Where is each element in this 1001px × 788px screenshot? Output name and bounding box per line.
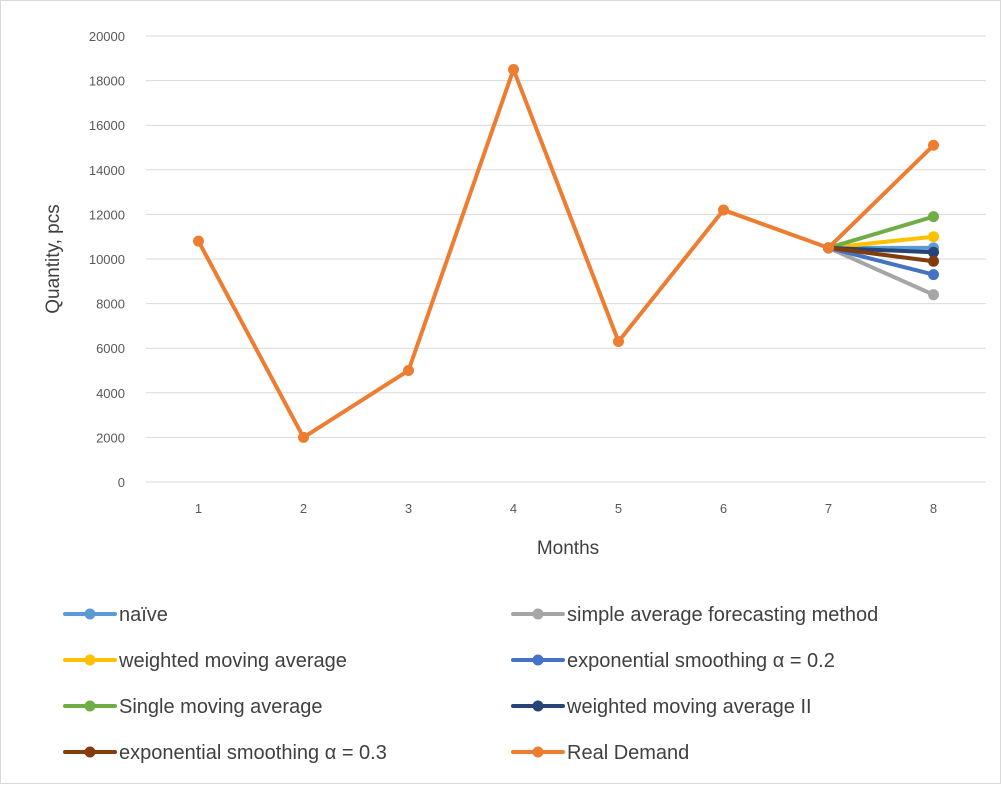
legend-label: weighted moving average II	[566, 696, 812, 718]
data-point	[928, 269, 939, 280]
data-point	[193, 236, 204, 247]
data-point	[403, 365, 414, 376]
x-tick-label: 5	[615, 501, 622, 516]
data-point	[928, 211, 939, 222]
legend: naïve simple average forecasting method we…	[65, 604, 878, 764]
x-axis-title: Months	[537, 538, 599, 559]
legend-swatch-marker	[533, 701, 544, 712]
x-tick-label: 4	[510, 501, 517, 516]
y-tick-label: 16000	[89, 118, 125, 133]
data-point	[298, 432, 309, 443]
legend-label: Real Demand	[567, 742, 689, 764]
legend-swatch-marker	[85, 655, 96, 666]
legend-swatch-marker	[533, 747, 544, 758]
legend-label: simple average forecasting method	[567, 604, 878, 626]
y-tick-label: 0	[118, 475, 125, 490]
plot-series	[193, 64, 939, 443]
y-tick-label: 4000	[96, 386, 125, 401]
data-point	[928, 256, 939, 267]
legend-label: naïve	[119, 604, 168, 626]
legend-label: weighted moving average	[118, 650, 347, 672]
y-tick-label: 12000	[89, 207, 125, 222]
legend-swatch-marker	[85, 747, 96, 758]
y-tick-label: 10000	[89, 252, 125, 267]
legend-swatch-marker	[533, 609, 544, 620]
legend-swatch-marker	[85, 609, 96, 620]
data-point	[928, 140, 939, 151]
series-line	[199, 69, 934, 437]
y-axis-title: Quantity, pcs	[43, 204, 64, 313]
legend-label: exponential smoothing α = 0.3	[119, 742, 387, 764]
data-point	[718, 204, 729, 215]
x-axis-ticks: 1 2 3 4 5 6 7 8	[195, 501, 937, 516]
x-tick-label: 1	[195, 501, 202, 516]
x-tick-label: 3	[405, 501, 412, 516]
x-tick-label: 6	[720, 501, 727, 516]
legend-label: exponential smoothing α = 0.2	[567, 650, 835, 672]
data-point	[823, 242, 834, 253]
legend-swatch-marker	[533, 655, 544, 666]
data-point	[928, 289, 939, 300]
y-tick-label: 6000	[96, 341, 125, 356]
gridlines	[146, 36, 986, 482]
y-tick-label: 14000	[89, 163, 125, 178]
y-tick-label: 8000	[96, 297, 125, 312]
x-tick-label: 7	[825, 501, 832, 516]
data-point	[508, 64, 519, 75]
x-tick-label: 2	[300, 501, 307, 516]
y-axis-ticks: 0 2000 4000 6000 8000 10000 12000 14000 16000 180…	[89, 29, 125, 490]
legend-label: Single moving average	[119, 696, 322, 718]
data-point	[928, 231, 939, 242]
y-tick-label: 20000	[89, 29, 125, 44]
data-point	[613, 336, 624, 347]
y-tick-label: 18000	[89, 74, 125, 89]
x-tick-label: 8	[930, 501, 937, 516]
y-tick-label: 2000	[96, 430, 125, 445]
legend-swatch-marker	[85, 701, 96, 712]
